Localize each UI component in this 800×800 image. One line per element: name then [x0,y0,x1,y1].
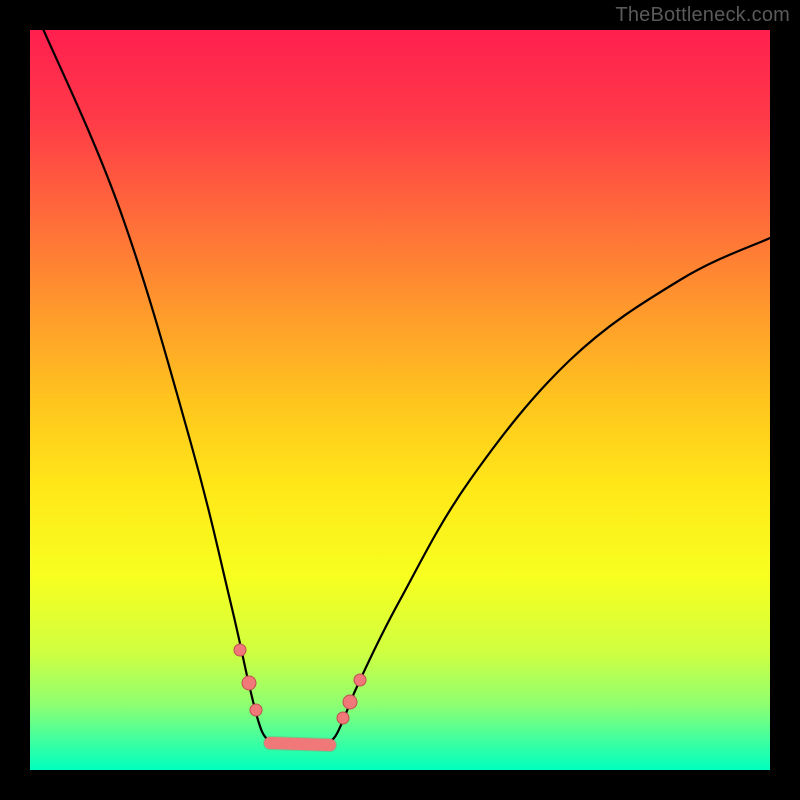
marker-dot [354,674,366,686]
marker-pill [270,743,330,745]
chart-stage: TheBottleneck.com [0,0,800,800]
watermark-text: TheBottleneck.com [615,4,790,27]
marker-dot [242,676,256,690]
gradient-background [30,30,770,770]
marker-dot [343,695,357,709]
marker-dot [234,644,246,656]
chart-svg [0,0,800,800]
marker-dot [250,704,262,716]
marker-dot [337,712,349,724]
